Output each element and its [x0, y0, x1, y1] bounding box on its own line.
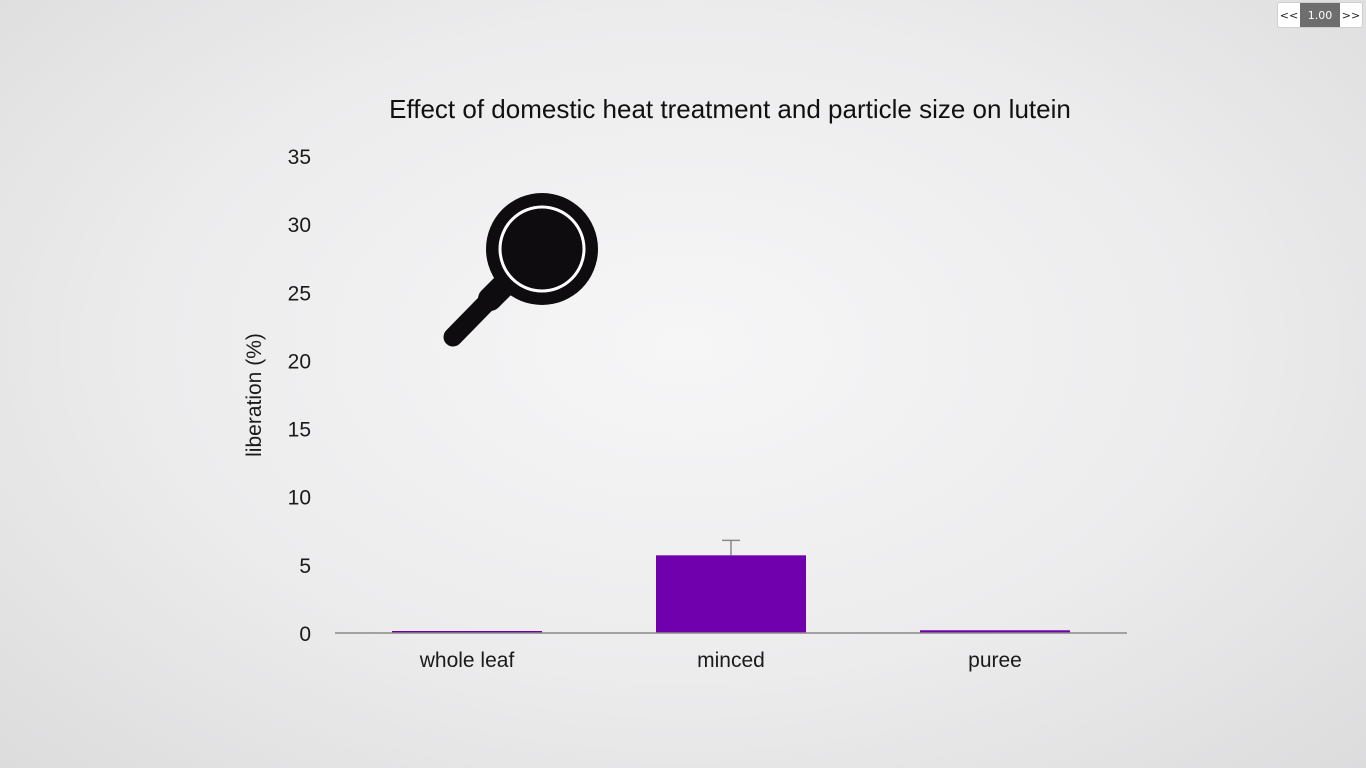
bar-minced — [656, 555, 806, 633]
y-axis-label: liberation (%) — [243, 333, 266, 457]
y-tick-label: 20 — [288, 350, 311, 373]
y-tick-label: 35 — [288, 146, 311, 169]
y-tick-label: 0 — [299, 623, 311, 646]
bars — [392, 539, 1070, 633]
y-tick-label: 30 — [288, 214, 311, 237]
x-axis-labels: whole leaf minced puree — [419, 649, 1022, 672]
x-tick-label: puree — [968, 649, 1022, 672]
speed-decrease-button[interactable]: << — [1279, 8, 1299, 22]
y-tick-label: 10 — [288, 487, 311, 510]
x-tick-label: whole leaf — [419, 649, 515, 672]
bar-puree — [920, 630, 1070, 633]
y-tick-label: 15 — [288, 419, 311, 442]
magnifying-glass-icon — [443, 193, 598, 347]
speed-increase-button[interactable]: >> — [1341, 8, 1361, 22]
y-axis-ticks: 0 5 10 15 20 25 30 35 — [288, 146, 311, 646]
y-tick-label: 25 — [288, 282, 311, 305]
speed-value: 1.00 — [1300, 3, 1340, 27]
y-tick-label: 5 — [299, 555, 311, 578]
bar-whole-leaf — [392, 631, 542, 633]
x-tick-label: minced — [697, 649, 765, 672]
chart-title: Effect of domestic heat treatment and pa… — [389, 94, 1071, 124]
playback-speed-control: << 1.00 >> — [1277, 2, 1363, 28]
